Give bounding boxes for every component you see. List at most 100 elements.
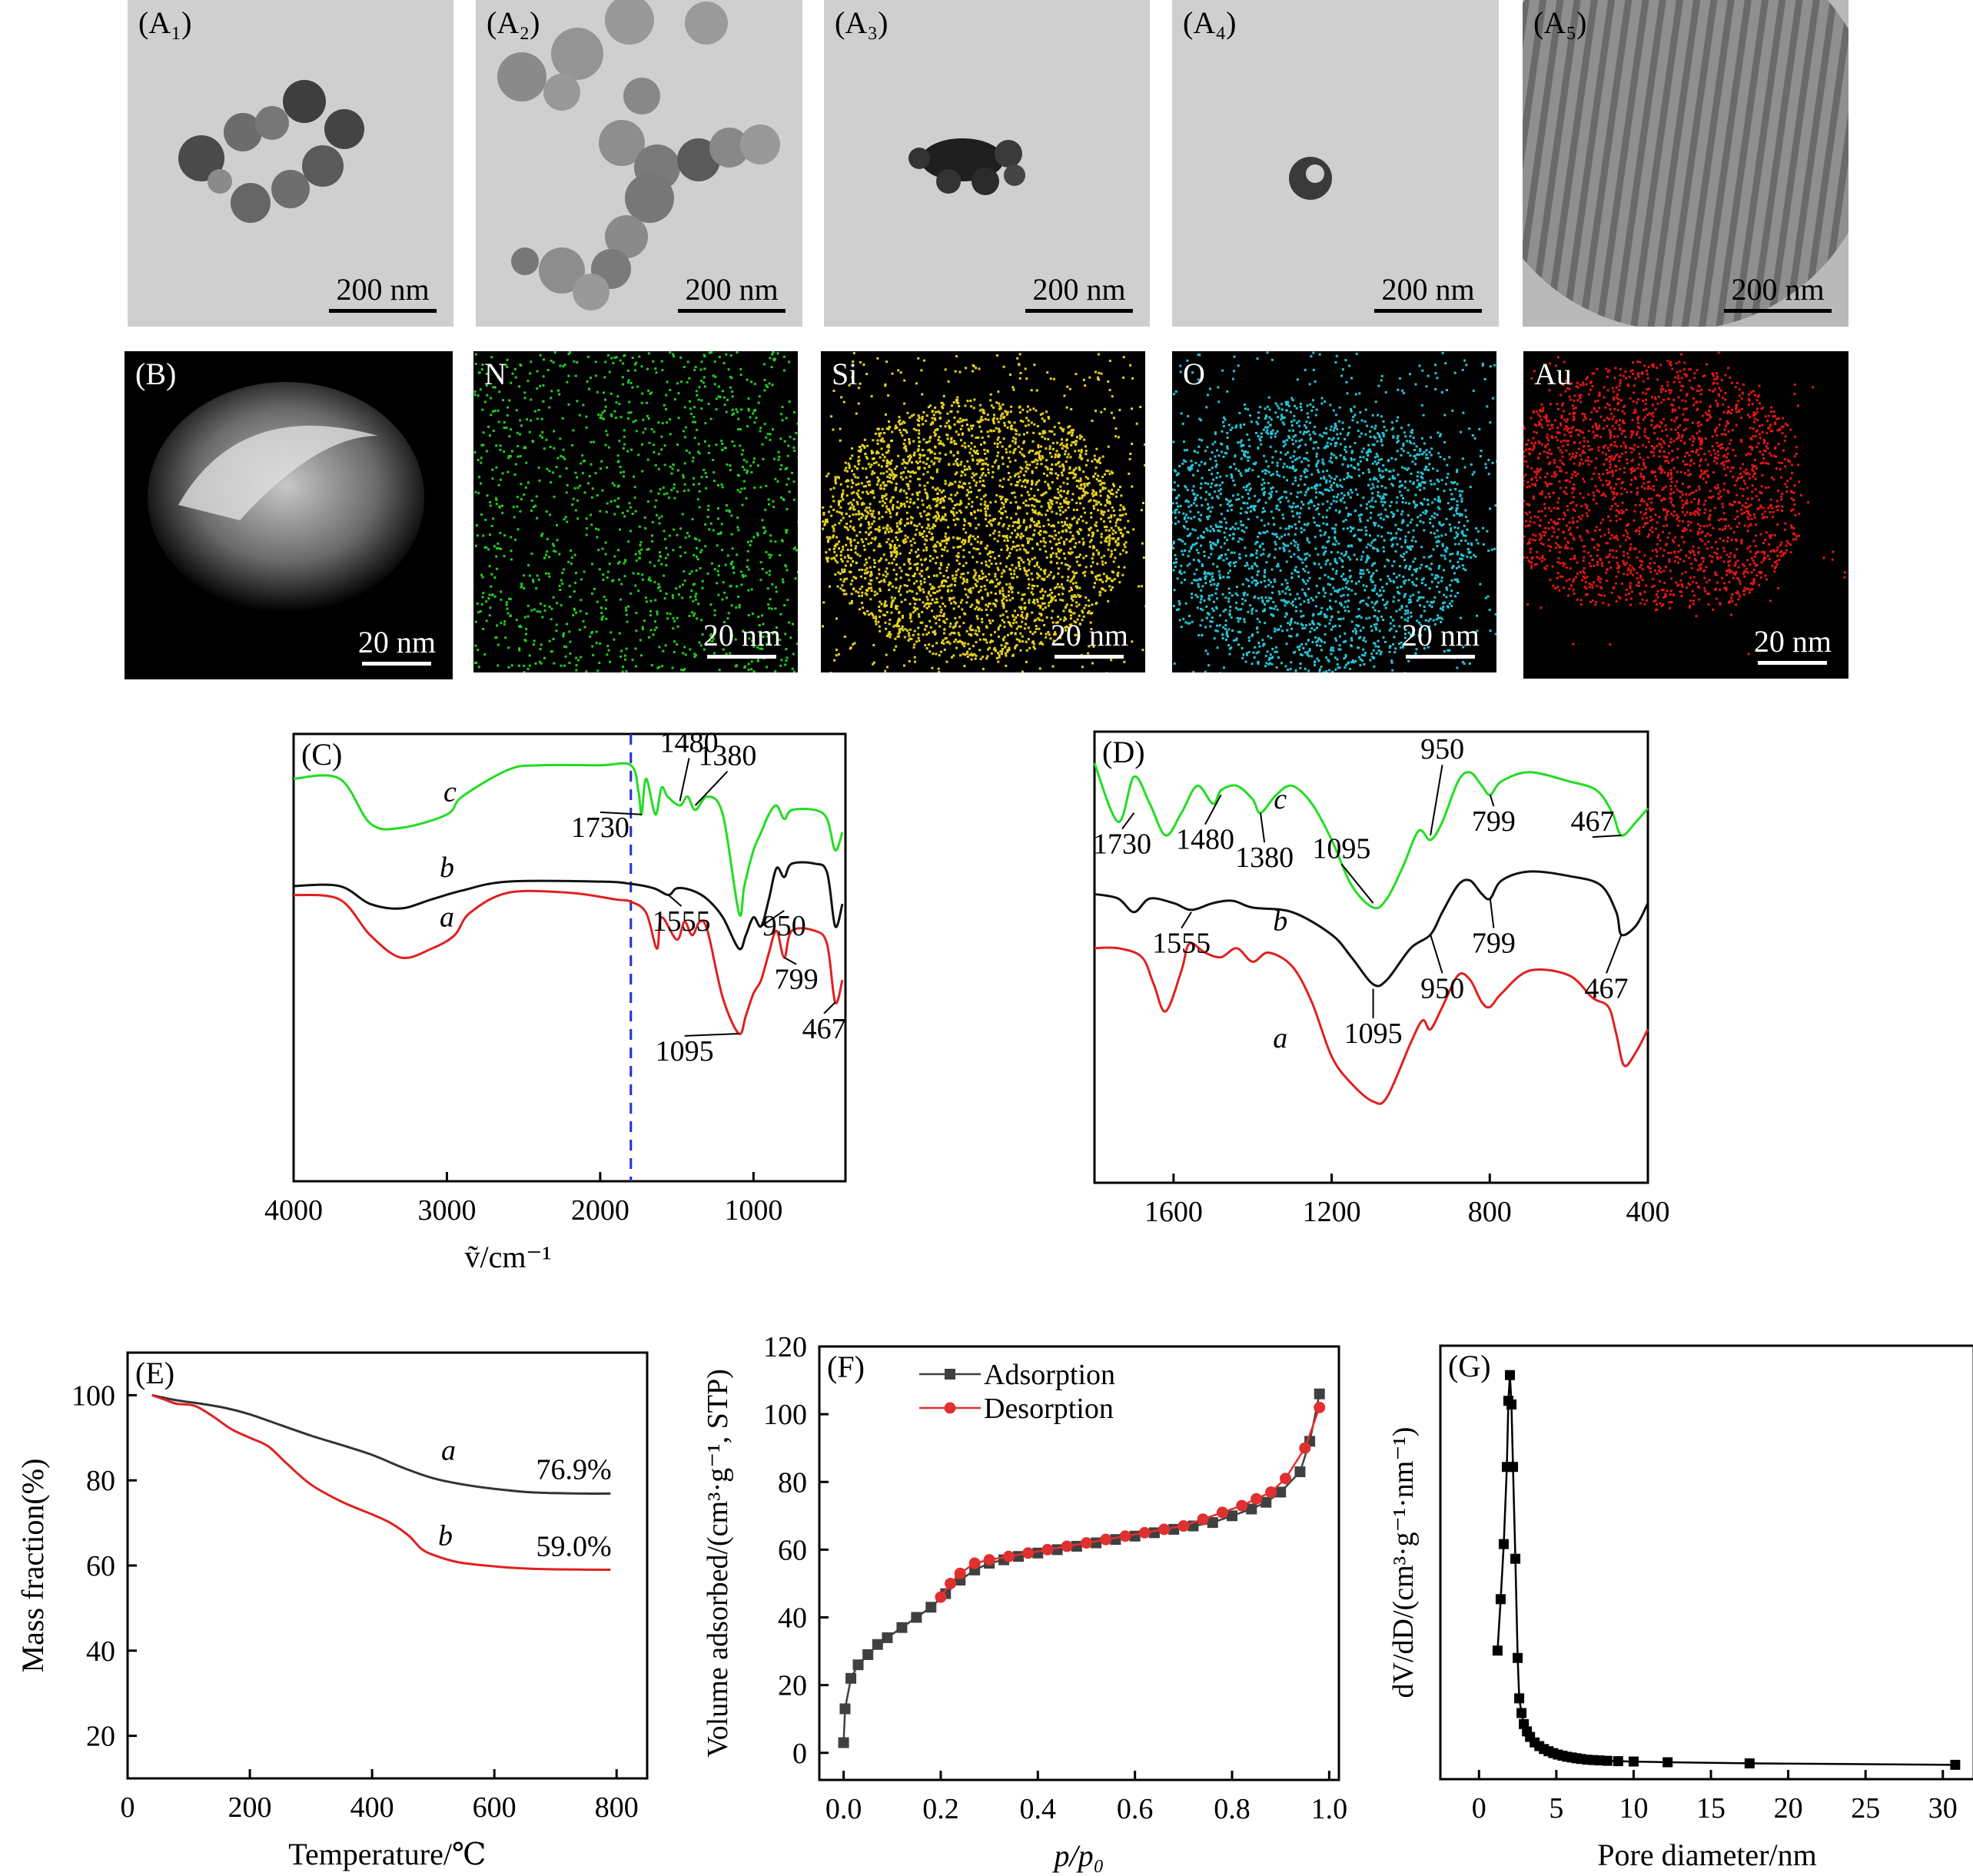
curve-label-e-0: a bbox=[441, 1435, 456, 1467]
tem-image-a2 bbox=[497, 0, 780, 310]
ytick-label-f-3: 60 bbox=[778, 1534, 807, 1566]
annotation-leader-d bbox=[1489, 898, 1495, 928]
point-g bbox=[1744, 1758, 1755, 1768]
au-map-dots bbox=[1523, 351, 1846, 656]
xtick-label-e-0: 0 bbox=[121, 1791, 135, 1824]
xtick-label-f-3: 0.6 bbox=[1117, 1793, 1154, 1825]
point-f-desorption bbox=[1002, 1550, 1015, 1562]
ylabel-g: dV/dD/(cm³·g⁻¹·nm⁻¹) bbox=[1387, 1427, 1420, 1698]
annotation-leader-c bbox=[684, 1032, 739, 1037]
scale-bar-a1: 200 nm bbox=[329, 271, 437, 313]
annotation-leader-d bbox=[1181, 911, 1192, 929]
annotation-c-1: 1380 bbox=[698, 740, 756, 772]
point-f-desorption bbox=[1314, 1401, 1326, 1413]
tem-panel-a1: (A₁) 200 nm bbox=[128, 0, 453, 327]
o-map-dots bbox=[1172, 351, 1496, 672]
scale-text-o: 20 nm bbox=[1401, 618, 1480, 652]
point-f-adsorption bbox=[1110, 1534, 1121, 1546]
series-e-a bbox=[151, 1393, 611, 1495]
point-g bbox=[1950, 1759, 1961, 1770]
point-f-adsorption bbox=[1246, 1503, 1257, 1515]
frame-c bbox=[292, 732, 847, 1183]
point-f-desorption bbox=[1158, 1523, 1171, 1536]
ytick-label-f-4: 80 bbox=[778, 1466, 807, 1499]
legend-marker-desorption bbox=[944, 1402, 956, 1414]
scale-text-a2: 200 nm bbox=[685, 272, 779, 307]
point-f-desorption bbox=[945, 1577, 957, 1589]
xtick-label-c-2: 2000 bbox=[571, 1194, 629, 1227]
panel-label-f: (F) bbox=[827, 1350, 865, 1384]
scale-text-a5: 200 nm bbox=[1731, 272, 1825, 307]
point-f-desorption bbox=[968, 1557, 981, 1569]
annotation-c-4: 950 bbox=[762, 910, 806, 942]
point-g bbox=[1498, 1539, 1509, 1549]
panel-label-a1: (A₁) bbox=[138, 5, 192, 40]
point-f-desorption bbox=[1138, 1526, 1151, 1539]
point-f-desorption bbox=[935, 1591, 947, 1603]
tem-panel-a2: (A₂) 200 nm bbox=[476, 0, 802, 327]
series-d-c bbox=[1093, 762, 1649, 910]
ylabel-e: Mass fraction(%) bbox=[15, 1459, 50, 1673]
scale-text-a1: 200 nm bbox=[336, 272, 430, 307]
curve-label-e-1: b bbox=[438, 1519, 453, 1552]
point-g bbox=[1602, 1755, 1613, 1766]
point-f-desorption bbox=[1216, 1506, 1228, 1519]
scale-bar-a2: 200 nm bbox=[678, 271, 786, 313]
point-g bbox=[1594, 1755, 1605, 1766]
panel-label-si: Si bbox=[832, 357, 858, 391]
xtick-label-g-1: 5 bbox=[1549, 1792, 1563, 1825]
annotation-leader-d bbox=[1260, 812, 1266, 843]
point-f-desorption bbox=[1080, 1537, 1092, 1549]
annotation-leader-c bbox=[600, 811, 642, 815]
ytick-label-e-4: 100 bbox=[71, 1380, 115, 1412]
panel-label-d: (D) bbox=[1102, 735, 1145, 769]
tem-panel-a5: (A₅) 200 nm bbox=[1523, 0, 1848, 327]
ytick-label-e-2: 60 bbox=[86, 1550, 115, 1582]
point-f-adsorption bbox=[882, 1632, 893, 1643]
ytick-label-f-0: 0 bbox=[792, 1738, 807, 1770]
xtick-label-c-0: 4000 bbox=[264, 1194, 323, 1227]
point-g bbox=[1662, 1757, 1673, 1768]
tem-image-a4 bbox=[1289, 157, 1332, 200]
n-map-dots bbox=[473, 351, 798, 672]
annotation-d-6: 467 bbox=[1571, 805, 1615, 838]
legend-label-desorption: Desorption bbox=[984, 1393, 1114, 1425]
panel-label-c: (C) bbox=[301, 737, 342, 772]
point-g bbox=[1505, 1370, 1516, 1380]
annotation-d-3: 1095 bbox=[1312, 832, 1370, 865]
xlabel-c: ṽ/cm⁻¹ bbox=[464, 1240, 551, 1274]
frame-e bbox=[126, 1351, 649, 1780]
point-f-adsorption bbox=[839, 1703, 851, 1715]
point-f-adsorption bbox=[838, 1737, 849, 1748]
ylabel-f: Volume adsorbed/(cm³·g⁻¹, STP) bbox=[702, 1369, 734, 1757]
xtick-label-f-2: 0.4 bbox=[1020, 1793, 1057, 1825]
xtick-label-f-4: 0.8 bbox=[1214, 1793, 1251, 1825]
point-f-desorption bbox=[954, 1567, 966, 1579]
si-map-dots bbox=[822, 352, 1145, 672]
frame-d bbox=[1093, 730, 1649, 1184]
tem-image-a1 bbox=[178, 80, 364, 223]
point-f-adsorption bbox=[1013, 1551, 1025, 1562]
annotation-d-8: 950 bbox=[1420, 972, 1464, 1004]
point-f-desorption bbox=[1061, 1540, 1073, 1552]
point-f-desorption bbox=[1041, 1543, 1054, 1556]
annotation-d-9: 799 bbox=[1472, 928, 1516, 960]
curve-label-c-0: c bbox=[443, 775, 457, 808]
xlabel-e: Temperature/℃ bbox=[288, 1837, 486, 1871]
annotation-d-0: 1730 bbox=[1093, 828, 1151, 860]
point-f-desorption bbox=[1100, 1533, 1112, 1546]
curve-label-c-1: b bbox=[440, 852, 454, 884]
point-f-desorption bbox=[983, 1554, 995, 1566]
scale-bar-a3: 200 nm bbox=[1025, 271, 1133, 313]
annotation-leader-d bbox=[1430, 765, 1443, 836]
point-f-adsorption bbox=[1032, 1547, 1044, 1559]
ytick-label-f-6: 120 bbox=[763, 1331, 807, 1363]
panel-label-b: (B) bbox=[135, 357, 177, 391]
point-g bbox=[1516, 1708, 1527, 1718]
point-g bbox=[1628, 1756, 1639, 1767]
xtick-label-e-3: 600 bbox=[473, 1791, 517, 1824]
point-g bbox=[1514, 1693, 1525, 1704]
xtick-label-d-0: 1600 bbox=[1144, 1196, 1203, 1228]
scale-bar-a5: 200 nm bbox=[1724, 271, 1832, 313]
point-f-desorption bbox=[1236, 1499, 1248, 1512]
